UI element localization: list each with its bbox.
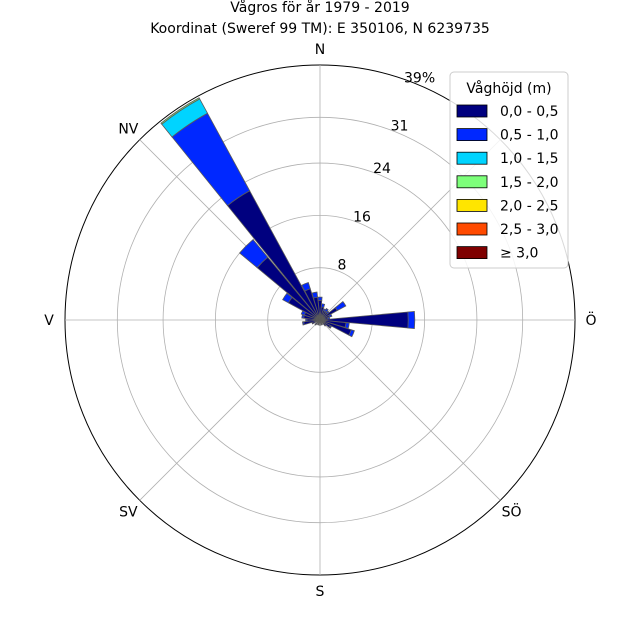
ring-label: 31 [391, 119, 409, 135]
direction-label: SV [119, 505, 138, 521]
legend-box [449, 71, 569, 269]
ring-label: 39% [404, 70, 435, 86]
legend-swatch [456, 151, 488, 165]
legend-swatch [456, 222, 488, 236]
sector-bar [407, 310, 416, 330]
sector-bar [319, 319, 327, 327]
sector-bar [239, 239, 269, 269]
sector-bar [319, 319, 323, 326]
direction-label: SÖ [502, 503, 522, 521]
legend-label: 1,5 - 2,0 [500, 175, 558, 191]
legend-swatch [456, 128, 488, 142]
sector-bar [314, 319, 321, 326]
direction-label: V [44, 313, 54, 329]
grid-spoke [139, 319, 321, 501]
legend-title: Våghöjd (m) [466, 80, 551, 97]
legend-swatch [456, 198, 488, 212]
sector-bar [334, 300, 347, 312]
legend-swatch [456, 246, 488, 260]
legend-label: 2,0 - 2,5 [500, 198, 558, 214]
legend-label: 0,0 - 0,5 [500, 104, 558, 120]
chart-title-line-1: Vågros för år 1979 - 2019 [230, 0, 409, 16]
sector-bar [324, 307, 329, 313]
legend-label: 2,5 - 3,0 [500, 222, 558, 238]
sector-bar [319, 319, 321, 326]
sector-bar [301, 282, 311, 292]
sector-bar [311, 291, 319, 299]
ring-labels: 8 16 24 31 39% [338, 70, 436, 273]
sector-bar [226, 190, 321, 321]
legend-swatch [456, 104, 488, 118]
direction-label: Ö [585, 311, 596, 329]
direction-label: N [315, 42, 325, 58]
sector-bar [348, 329, 355, 338]
ring-label: 16 [353, 209, 371, 225]
legend-swatch [456, 175, 488, 189]
sector-bar [328, 325, 333, 329]
legend: Våghöjd (m) 0,0 - 0,5 0,5 - 1,0 1,0 - 1,5 1… [449, 71, 569, 269]
sector-bar [317, 296, 323, 301]
direction-labels: N NV V SV S SÖ Ö [44, 42, 596, 600]
sector-bar [344, 322, 350, 329]
sector-bar [305, 318, 308, 322]
legend-label: 1,0 - 1,5 [500, 151, 558, 167]
ring-label: 8 [338, 258, 347, 274]
grid-spoke [319, 319, 501, 501]
chart-title-line-2: Koordinat (Sweref 99 TM): E 350106, N 62… [150, 21, 490, 37]
ring-label: 24 [373, 161, 391, 177]
sector-bar [328, 313, 333, 318]
direction-label: NV [118, 121, 138, 137]
sector-bar [302, 321, 305, 326]
sector-bar [160, 97, 201, 125]
legend-label: 0,5 - 1,0 [500, 128, 558, 144]
legend-label: ≥ 3,0 [500, 246, 538, 262]
sector-bars [160, 97, 416, 338]
direction-label: S [316, 584, 325, 600]
sector-bar [282, 292, 293, 304]
sector-bar [320, 303, 326, 308]
